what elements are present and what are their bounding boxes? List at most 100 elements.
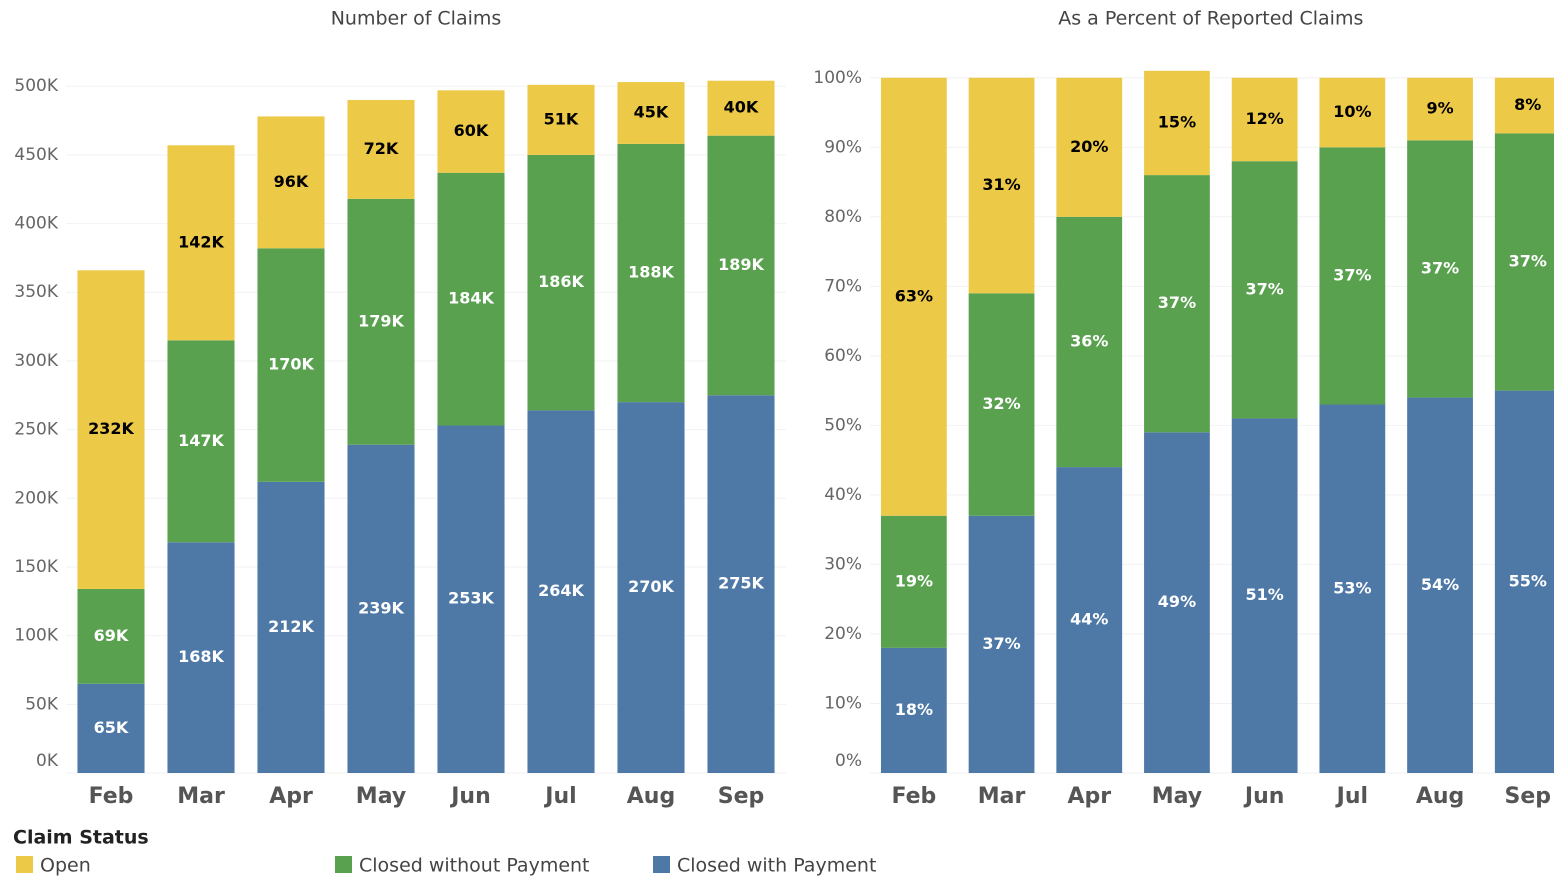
y-tick-label: 60% xyxy=(824,346,862,366)
bar-segment xyxy=(167,542,235,773)
y-tick-label: 0K xyxy=(36,751,59,771)
x-tick-label: Jun xyxy=(1243,784,1285,809)
bar-segment xyxy=(1494,390,1554,773)
y-tick-label: 100% xyxy=(813,68,862,88)
bar-segment xyxy=(527,154,595,411)
chart-title: As a Percent of Reported Claims xyxy=(1058,8,1363,30)
y-tick-label: 300K xyxy=(14,351,58,371)
data-label: 168K xyxy=(178,647,224,666)
data-label: 264K xyxy=(538,581,584,600)
bar-segment xyxy=(1231,161,1298,419)
data-label: 53% xyxy=(1333,578,1371,597)
y-tick-label: 350K xyxy=(14,282,58,302)
bar-segment xyxy=(527,84,595,155)
data-label: 37% xyxy=(1333,265,1371,284)
y-tick-label: 50% xyxy=(824,415,862,435)
bar-segment xyxy=(968,77,1035,294)
x-tick-label: Feb xyxy=(89,784,134,809)
data-label: 55% xyxy=(1509,571,1547,590)
bar-segment xyxy=(880,77,947,516)
data-label: 32% xyxy=(982,394,1020,413)
bar-segment xyxy=(1494,133,1554,391)
bar-segment xyxy=(437,172,505,426)
y-tick-label: 30% xyxy=(824,554,862,574)
data-label: 72K xyxy=(364,139,399,158)
bar-segment xyxy=(1056,216,1123,468)
bar-segment xyxy=(167,145,235,341)
data-label: 184K xyxy=(448,289,494,308)
data-label: 232K xyxy=(88,419,134,438)
legend-swatch xyxy=(653,856,670,873)
data-label: 40K xyxy=(724,98,759,117)
y-tick-label: 80% xyxy=(824,207,862,227)
data-label: 37% xyxy=(1421,258,1459,277)
bar-segment xyxy=(77,270,145,589)
bar-segment xyxy=(1144,432,1210,773)
data-label: 49% xyxy=(1158,592,1196,611)
data-label: 19% xyxy=(895,571,933,590)
data-label: 239K xyxy=(358,598,404,617)
bar-segment xyxy=(617,402,685,773)
data-label: 44% xyxy=(1070,610,1108,629)
bar-segment xyxy=(77,588,145,684)
bar-segment xyxy=(707,80,775,136)
legend-title: Claim Status xyxy=(13,827,149,849)
legend-swatch xyxy=(335,856,352,873)
chart-title: Number of Claims xyxy=(331,8,502,30)
y-tick-label: 450K xyxy=(14,145,58,165)
data-label: 189K xyxy=(718,255,764,274)
data-label: 10% xyxy=(1333,102,1371,121)
data-label: 36% xyxy=(1070,331,1108,350)
y-tick-label: 70% xyxy=(824,276,862,296)
data-label: 253K xyxy=(448,589,494,608)
bar-segment xyxy=(347,99,415,199)
y-tick-label: 150K xyxy=(14,557,58,577)
data-label: 270K xyxy=(628,577,674,596)
y-tick-label: 500K xyxy=(14,76,58,96)
data-label: 179K xyxy=(358,311,404,330)
data-label: 69K xyxy=(94,626,129,645)
data-label: 60K xyxy=(454,121,489,140)
bar-segment xyxy=(167,340,235,543)
x-tick-label: Jun xyxy=(449,784,491,809)
data-label: 37% xyxy=(1246,279,1284,298)
y-tick-label: 50K xyxy=(25,694,59,714)
bar-segment xyxy=(707,395,775,773)
data-label: 20% xyxy=(1070,137,1108,156)
bar-segment xyxy=(1144,175,1210,433)
y-tick-label: 250K xyxy=(14,420,58,440)
bar-segment xyxy=(1319,147,1386,405)
x-tick-label: May xyxy=(1152,784,1202,809)
x-tick-label: Mar xyxy=(978,784,1026,809)
bar-segment xyxy=(257,116,325,249)
bar-segment xyxy=(437,90,505,173)
legend-label: Open xyxy=(40,855,91,877)
y-tick-label: 40% xyxy=(824,485,862,505)
bar-segment xyxy=(347,444,415,773)
y-tick-label: 200K xyxy=(14,488,58,508)
x-tick-label: May xyxy=(356,784,406,809)
y-tick-label: 100K xyxy=(14,626,58,646)
legend-swatch xyxy=(16,856,33,873)
bar-segment xyxy=(968,515,1035,773)
y-tick-label: 20% xyxy=(824,624,862,644)
data-label: 18% xyxy=(895,700,933,719)
bar-segment xyxy=(257,248,325,482)
bar-segment xyxy=(77,683,145,773)
bar-segment xyxy=(1144,70,1210,176)
bar-segment xyxy=(1319,404,1386,773)
bar-segment xyxy=(347,198,415,445)
data-label: 31% xyxy=(982,175,1020,194)
x-tick-label: Aug xyxy=(1416,784,1464,809)
data-label: 186K xyxy=(538,272,584,291)
data-label: 51% xyxy=(1246,585,1284,604)
bar-segment xyxy=(617,143,685,403)
data-label: 51K xyxy=(544,109,579,128)
bar-segment xyxy=(437,425,505,773)
x-tick-label: Apr xyxy=(1067,784,1111,809)
data-label: 96K xyxy=(274,172,309,191)
x-tick-label: Sep xyxy=(718,784,765,809)
x-tick-label: Feb xyxy=(891,784,936,809)
bar-segment xyxy=(707,135,775,396)
